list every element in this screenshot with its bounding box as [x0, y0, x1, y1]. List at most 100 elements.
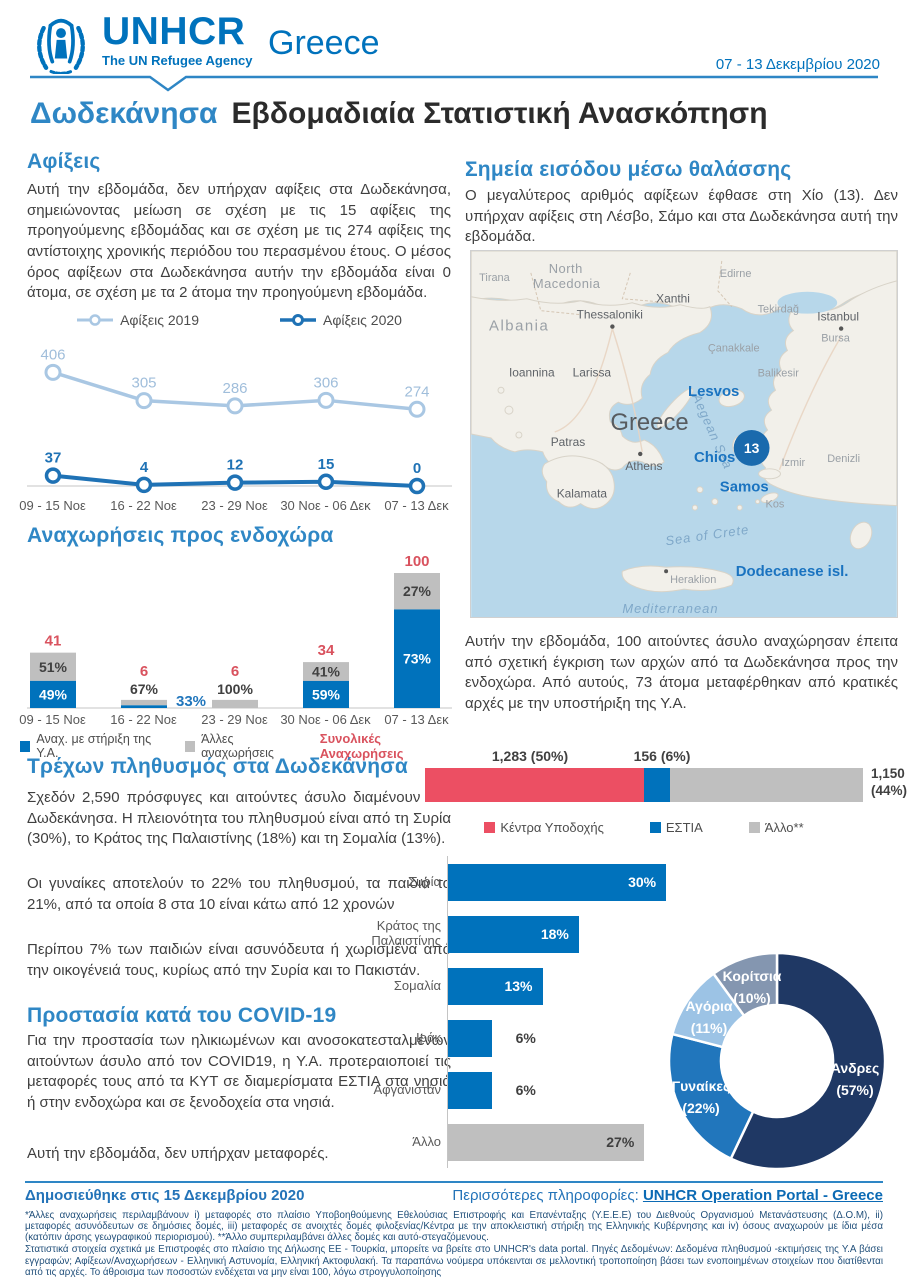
data-label: 286	[222, 380, 247, 397]
more-info-label: Περισσότερες πληροφορίες:	[452, 1187, 639, 1204]
data-label: 406	[40, 346, 65, 363]
line-marker-2019-icon	[77, 314, 114, 326]
map-label-greece: Greece	[610, 409, 688, 436]
sea-of-marmara	[777, 291, 838, 314]
page-title-text: Εβδομαδιαία Στατιστική Ανασκόπηση	[231, 97, 768, 130]
accommodation-segment-rci	[425, 768, 644, 802]
arrivals-x-labels: 09 - 15 Νοε 16 - 22 Νοε 23 - 29 Νοε 30 Ν…	[7, 498, 477, 513]
map-label-tekirdag: Tekirdağ	[758, 304, 799, 316]
data-label: 306	[313, 374, 338, 391]
x-label: 23 - 29 Νοε	[201, 712, 268, 727]
country-title: Greece	[268, 24, 380, 62]
pct-label-unhcr: 59%	[312, 686, 341, 702]
departures-x-labels: 09 - 15 Νοε 16 - 22 Νοε 23 - 29 Νοε 30 Ν…	[7, 712, 477, 727]
covid-paragraph-2: Αυτή την εβδομάδα, δεν υπήρχαν μεταφορές…	[27, 1145, 329, 1162]
accommodation-label-estia: 156 (6%)	[633, 748, 691, 764]
org-tagline: The UN Refugee Agency	[102, 53, 253, 68]
nationality-bar: 6%	[448, 1071, 536, 1109]
nationality-pct: 27%	[606, 1134, 635, 1150]
donut-label-women: Γυναίκες	[672, 1078, 731, 1094]
org-name: UNHCR	[102, 10, 246, 53]
total-label: 34	[318, 642, 335, 659]
data-label: 37	[45, 450, 62, 467]
roads	[554, 328, 842, 471]
nationality-bar: 6%	[448, 1019, 536, 1057]
pct-label-unhcr: 49%	[39, 686, 68, 702]
legend-item-2020: Αφίξεις 2020	[279, 312, 402, 328]
x-label: 16 - 22 Νοε	[110, 712, 177, 727]
line-marker-2020-icon	[280, 314, 316, 326]
map-label-dodecanese: Dodecanese isl.	[736, 564, 849, 580]
athens-dot	[638, 451, 643, 457]
total-label: 41	[45, 633, 62, 650]
departures-heading: Αναχωρήσεις προς ενδοχώρα	[27, 524, 334, 547]
gray-square-icon	[184, 740, 196, 752]
map-label-patras: Patras	[551, 435, 585, 449]
accommodation-label-rci: 1,283 (50%)	[491, 748, 569, 764]
map-label-north-macedonia-1: North	[549, 261, 583, 276]
arrivals-legend: Αφίξεις 2019 Αφίξεις 2020	[27, 312, 451, 328]
nationality-label: Ιράκ	[415, 1029, 441, 1045]
map-label-chios: Chios	[694, 450, 735, 466]
accommodation-segment-other	[670, 768, 863, 802]
pct-label-unhcr: 33%	[176, 693, 206, 710]
line-point	[226, 397, 244, 415]
map-label-thessaloniki: Thessaloniki	[577, 308, 643, 322]
map-label-ioannina: Ioannina	[509, 365, 555, 379]
donut-pct-girls: (10%)	[733, 990, 770, 1006]
donut-slice-girls	[712, 951, 779, 1017]
legend-label-totals: Συνολικές Αναχωρήσεις	[319, 731, 404, 761]
total-label: 6	[231, 663, 239, 680]
nationality-bar: 27%	[448, 1123, 645, 1161]
line-point	[317, 473, 335, 491]
line-point	[135, 392, 153, 410]
sea-entry-heading: Σημεία εισόδου μέσω θαλάσσης	[465, 158, 792, 181]
nationality-pct: 6%	[515, 1030, 536, 1046]
footnote-2: Στατιστικά στοιχεία σχετικά με Επιστροφέ…	[25, 1244, 883, 1278]
map-label-kos: Kos	[766, 499, 785, 511]
bar-segment-other	[212, 699, 258, 708]
x-label: 09 - 15 Νοε	[19, 498, 86, 513]
nationality-row-afghanistan: Αφγανιστάν 6%	[365, 1064, 685, 1116]
arrivals-body: Αυτή την εβδομάδα, δεν υπήρχαν αφίξεις σ…	[27, 181, 451, 302]
legend-label: ΕΣΤΙΑ	[665, 820, 703, 835]
donut-slice-women	[667, 1032, 755, 1160]
donut-pct-boys: (11%)	[691, 1020, 728, 1036]
operation-portal-link[interactable]: UNHCR Operation Portal - Greece	[642, 1187, 883, 1204]
departures-body: Αυτήν την εβδομάδα, 100 αιτούντες άσυλο …	[465, 633, 898, 713]
footer-divider	[25, 1181, 883, 1183]
donut-pct-men: (57%)	[836, 1082, 873, 1098]
x-label: 09 - 15 Νοε	[19, 712, 86, 727]
page-title: Δωδεκάνησα Εβδομαδιαία Στατιστική Ανασκόπ…	[30, 97, 768, 131]
pct-label-other: 27%	[403, 583, 432, 599]
line-point	[226, 474, 244, 491]
header-divider	[30, 75, 878, 92]
pct-label-other: 41%	[312, 664, 341, 680]
x-label: 16 - 22 Νοε	[110, 498, 177, 513]
arrivals-heading: Αφίξεις	[27, 150, 101, 173]
demographics-donut: Άνδρες (57%) Γυναίκες (22%) Αγόρια (11%)…	[667, 951, 887, 1171]
map-label-samos: Samos	[720, 480, 769, 496]
line-point	[44, 363, 62, 381]
data-label: 12	[227, 457, 244, 474]
population-paragraph-1: Σχεδόν 2,590 πρόσφυγες και αιτούντες άσυ…	[27, 789, 451, 848]
accommodation-other-pct: (44%)	[871, 782, 908, 798]
aegean-map: Tirana North Macedonia Albania Thessalon…	[470, 250, 898, 618]
nationality-label: Κράτος της Παλαιστίνης	[371, 918, 441, 948]
nationality-bar: 18%	[448, 915, 579, 953]
x-label: 07 - 13 Δεκ	[384, 498, 449, 513]
departures-legend: Αναχ. με στήριξη της Υ.Α. Άλλες αναχωρήσ…	[20, 731, 460, 761]
data-label: 0	[413, 460, 421, 477]
population-heading: Τρέχων πληθυσμός στα Δωδεκάνησα	[27, 755, 408, 778]
legend-item-other-departures: Άλλες αναχωρήσεις	[184, 732, 304, 760]
page-title-region: Δωδεκάνησα	[30, 97, 218, 130]
data-label: 4	[140, 459, 149, 476]
nationality-pct: 13%	[504, 978, 533, 994]
bar-segment-unhcr	[303, 680, 349, 708]
map-label-denizli: Denizli	[827, 453, 860, 465]
map-label-lesvos: Lesvos	[688, 384, 739, 400]
x-label: 30 Νοε - 06 Δεκ	[280, 498, 371, 513]
map-label-heraklion: Heraklion	[670, 574, 716, 586]
red-square-icon	[484, 822, 496, 833]
donut-label-girls: Κορίτσια	[723, 968, 782, 984]
